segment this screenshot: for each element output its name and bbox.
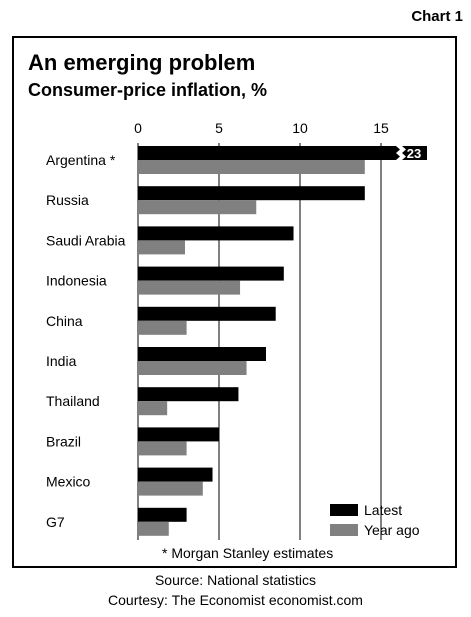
category-label: G7: [46, 514, 65, 530]
bar-latest: [138, 467, 213, 482]
bar-latest: [138, 387, 239, 402]
chart-subtitle: Consumer-price inflation, %: [28, 80, 268, 100]
bar-year-ago: [138, 521, 169, 536]
footnote: * Morgan Stanley estimates: [162, 545, 334, 561]
bar-year-ago: [138, 160, 365, 174]
bar-latest: [138, 226, 294, 241]
bar-latest: [138, 507, 187, 522]
source-line: Source: National statistics: [154, 572, 317, 588]
legend-swatch-latest: [330, 504, 358, 516]
category-label: Mexico: [46, 474, 91, 490]
axis-break-marker: [396, 146, 406, 160]
courtesy-line: Courtesy: The Economist economist.com: [108, 592, 363, 608]
bar-year-ago: [138, 240, 185, 255]
legend-item-latest: Latest: [330, 502, 402, 518]
category-label: Indonesia: [46, 273, 107, 289]
x-tick-label: 5: [215, 120, 223, 136]
legend-item-year-ago: Year ago: [330, 522, 420, 538]
bar-year-ago: [138, 200, 257, 215]
category-label: Thailand: [46, 393, 100, 409]
bar-latest: [138, 306, 276, 321]
bar-latest: [138, 347, 266, 361]
x-tick-label: 10: [292, 120, 308, 136]
bar-year-ago: [138, 280, 241, 295]
bar-latest: [138, 146, 427, 160]
bar-latest: [138, 266, 284, 281]
bar-latest: [138, 186, 365, 201]
chart-frame: [12, 36, 457, 568]
bar-year-ago: [138, 361, 247, 375]
bar-year-ago: [138, 320, 187, 335]
bar-year-ago: [138, 401, 168, 416]
chart-number: Chart 1: [411, 8, 463, 25]
category-label: China: [46, 313, 83, 329]
x-tick-label: 0: [134, 120, 142, 136]
category-label: Russia: [46, 192, 89, 208]
chart-title: An emerging problem: [28, 50, 256, 75]
category-label: Argentina *: [46, 152, 116, 168]
legend-label-latest: Latest: [364, 502, 403, 518]
legend-label-year-ago: Year ago: [364, 522, 420, 538]
category-label: Saudi Arabia: [46, 232, 126, 248]
bar-value-label: 23: [407, 146, 421, 161]
bar-year-ago: [138, 441, 187, 456]
legend-swatch-year-ago: [330, 524, 358, 536]
x-tick-label: 15: [373, 120, 389, 136]
category-label: Brazil: [46, 433, 81, 449]
category-label: India: [46, 353, 77, 369]
bar-year-ago: [138, 481, 203, 496]
bar-latest: [138, 427, 219, 442]
